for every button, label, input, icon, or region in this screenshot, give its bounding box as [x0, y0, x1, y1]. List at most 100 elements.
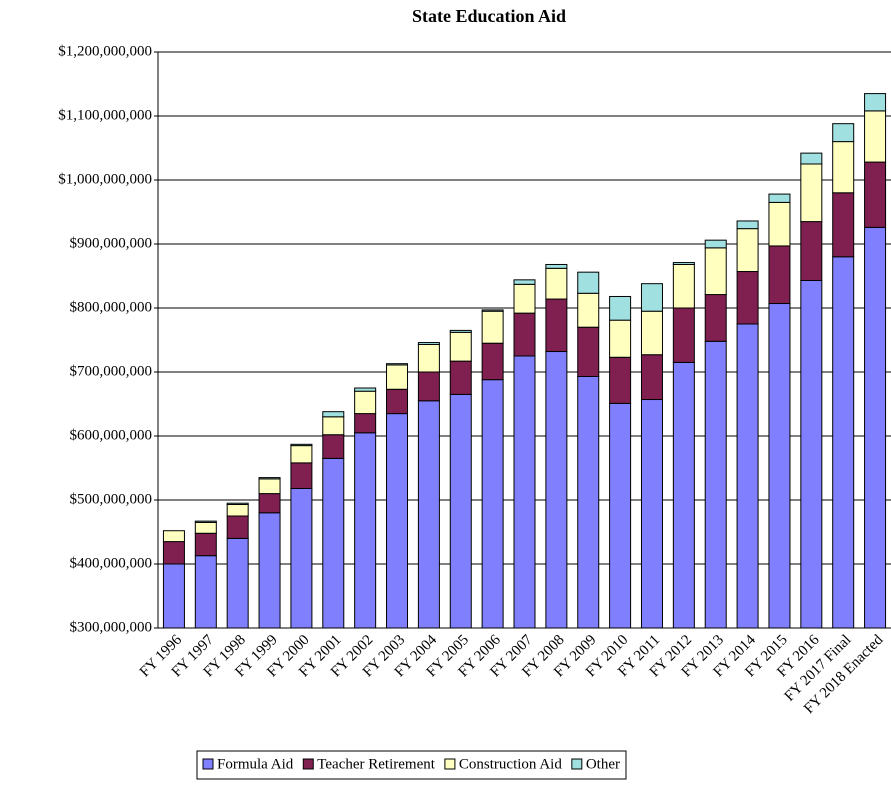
bar-segment [386, 363, 409, 366]
bar-segment [417, 400, 440, 629]
bar-segment [736, 220, 759, 230]
y-tick-label: $300,000,000 [70, 619, 153, 635]
bar-segment [768, 245, 791, 305]
legend-label: Teacher Retirement [317, 756, 435, 772]
y-tick-label: $700,000,000 [70, 363, 153, 379]
bar-segment [322, 434, 345, 459]
bar-segment [800, 152, 823, 165]
bar-segment [258, 477, 281, 480]
bar-segment [162, 530, 185, 543]
bar-segment [864, 110, 887, 163]
legend-label: Construction Aid [459, 756, 562, 772]
bar-segment [449, 360, 472, 395]
bar-segment [513, 283, 536, 314]
bar-segment [800, 163, 823, 223]
bar-segment [290, 462, 313, 489]
bar-segment [704, 247, 727, 296]
bar-segment [354, 387, 377, 392]
bar-segment [864, 161, 887, 228]
bar-segment [258, 493, 281, 514]
bar-segment [258, 512, 281, 629]
bar-segment [832, 256, 855, 629]
y-tick-label: $1,000,000,000 [58, 171, 152, 187]
bar-segment [162, 541, 185, 565]
y-tick-label: $600,000,000 [70, 427, 153, 443]
bar-segment [513, 312, 536, 357]
bar-segment [481, 342, 504, 381]
bar-segment [417, 342, 440, 345]
chart-title: State Education Aid [412, 6, 566, 26]
bar-segment [194, 521, 217, 534]
bar-segment [545, 351, 568, 629]
bar-segment [545, 298, 568, 353]
bar-segment [640, 283, 663, 312]
bar-segment [704, 239, 727, 249]
bar-segment [864, 93, 887, 112]
y-tick-label: $1,200,000,000 [58, 43, 152, 59]
legend-swatch [302, 758, 314, 770]
bar-segment [609, 356, 632, 404]
bar-segment [354, 390, 377, 415]
bar-segment [194, 520, 217, 523]
bar-segment [672, 361, 695, 629]
legend-swatch [202, 758, 214, 770]
bar-segment [226, 537, 249, 629]
bar-segment [322, 411, 345, 418]
bar-segment [449, 329, 472, 333]
bar-segment [736, 271, 759, 325]
bar-segment [162, 563, 185, 629]
bar-segment [832, 192, 855, 258]
y-tick-label: $800,000,000 [70, 299, 153, 315]
bar-segment [768, 201, 791, 247]
bar-segment [194, 555, 217, 629]
bar-segment [226, 503, 249, 517]
bar-segment [672, 307, 695, 363]
bar-segment [290, 443, 313, 447]
bar-segment [736, 228, 759, 273]
bar-segment [736, 323, 759, 629]
legend: Formula Aid Teacher Retirement Constructio… [196, 750, 627, 780]
bar-segment [800, 221, 823, 281]
bar-segment [609, 319, 632, 358]
bar-segment [704, 340, 727, 629]
legend-label: Other [586, 756, 620, 772]
bar-segment [864, 226, 887, 629]
bar-segment [354, 413, 377, 434]
bar-segment [258, 478, 281, 495]
bar-segment [417, 343, 440, 373]
legend-label: Formula Aid [217, 756, 294, 772]
y-tick-label: $500,000,000 [70, 491, 153, 507]
bar-segment [322, 416, 345, 436]
bar-segment [672, 263, 695, 309]
bar-segment [577, 292, 600, 328]
bar-segment [290, 487, 313, 629]
bar-segment [513, 279, 536, 285]
bar-segment [386, 364, 409, 390]
bar-segment [640, 399, 663, 629]
bar-segment [832, 141, 855, 194]
bar-segment [768, 193, 791, 203]
bar-segment [800, 279, 823, 629]
bar-segment [354, 432, 377, 629]
bar-segment [386, 413, 409, 629]
bar-segment [640, 354, 663, 401]
bar-segment [768, 303, 791, 629]
bar-segment [386, 388, 409, 415]
bar-segment [481, 310, 504, 344]
bar-segment [545, 267, 568, 300]
bar-segment [513, 355, 536, 629]
bar-segment [672, 262, 695, 265]
bar-segment [449, 393, 472, 629]
bar-segment [194, 532, 217, 557]
bar-segment [577, 375, 600, 629]
bar-segment [545, 263, 568, 269]
y-tick-label: $1,100,000,000 [58, 107, 152, 123]
bar-segment [577, 326, 600, 377]
bar-segment [481, 309, 504, 312]
y-tick-label: $400,000,000 [70, 555, 153, 571]
bar-segment [290, 445, 313, 464]
bar-segment [481, 379, 504, 629]
bar-segment [640, 310, 663, 356]
bar-segment [704, 294, 727, 342]
